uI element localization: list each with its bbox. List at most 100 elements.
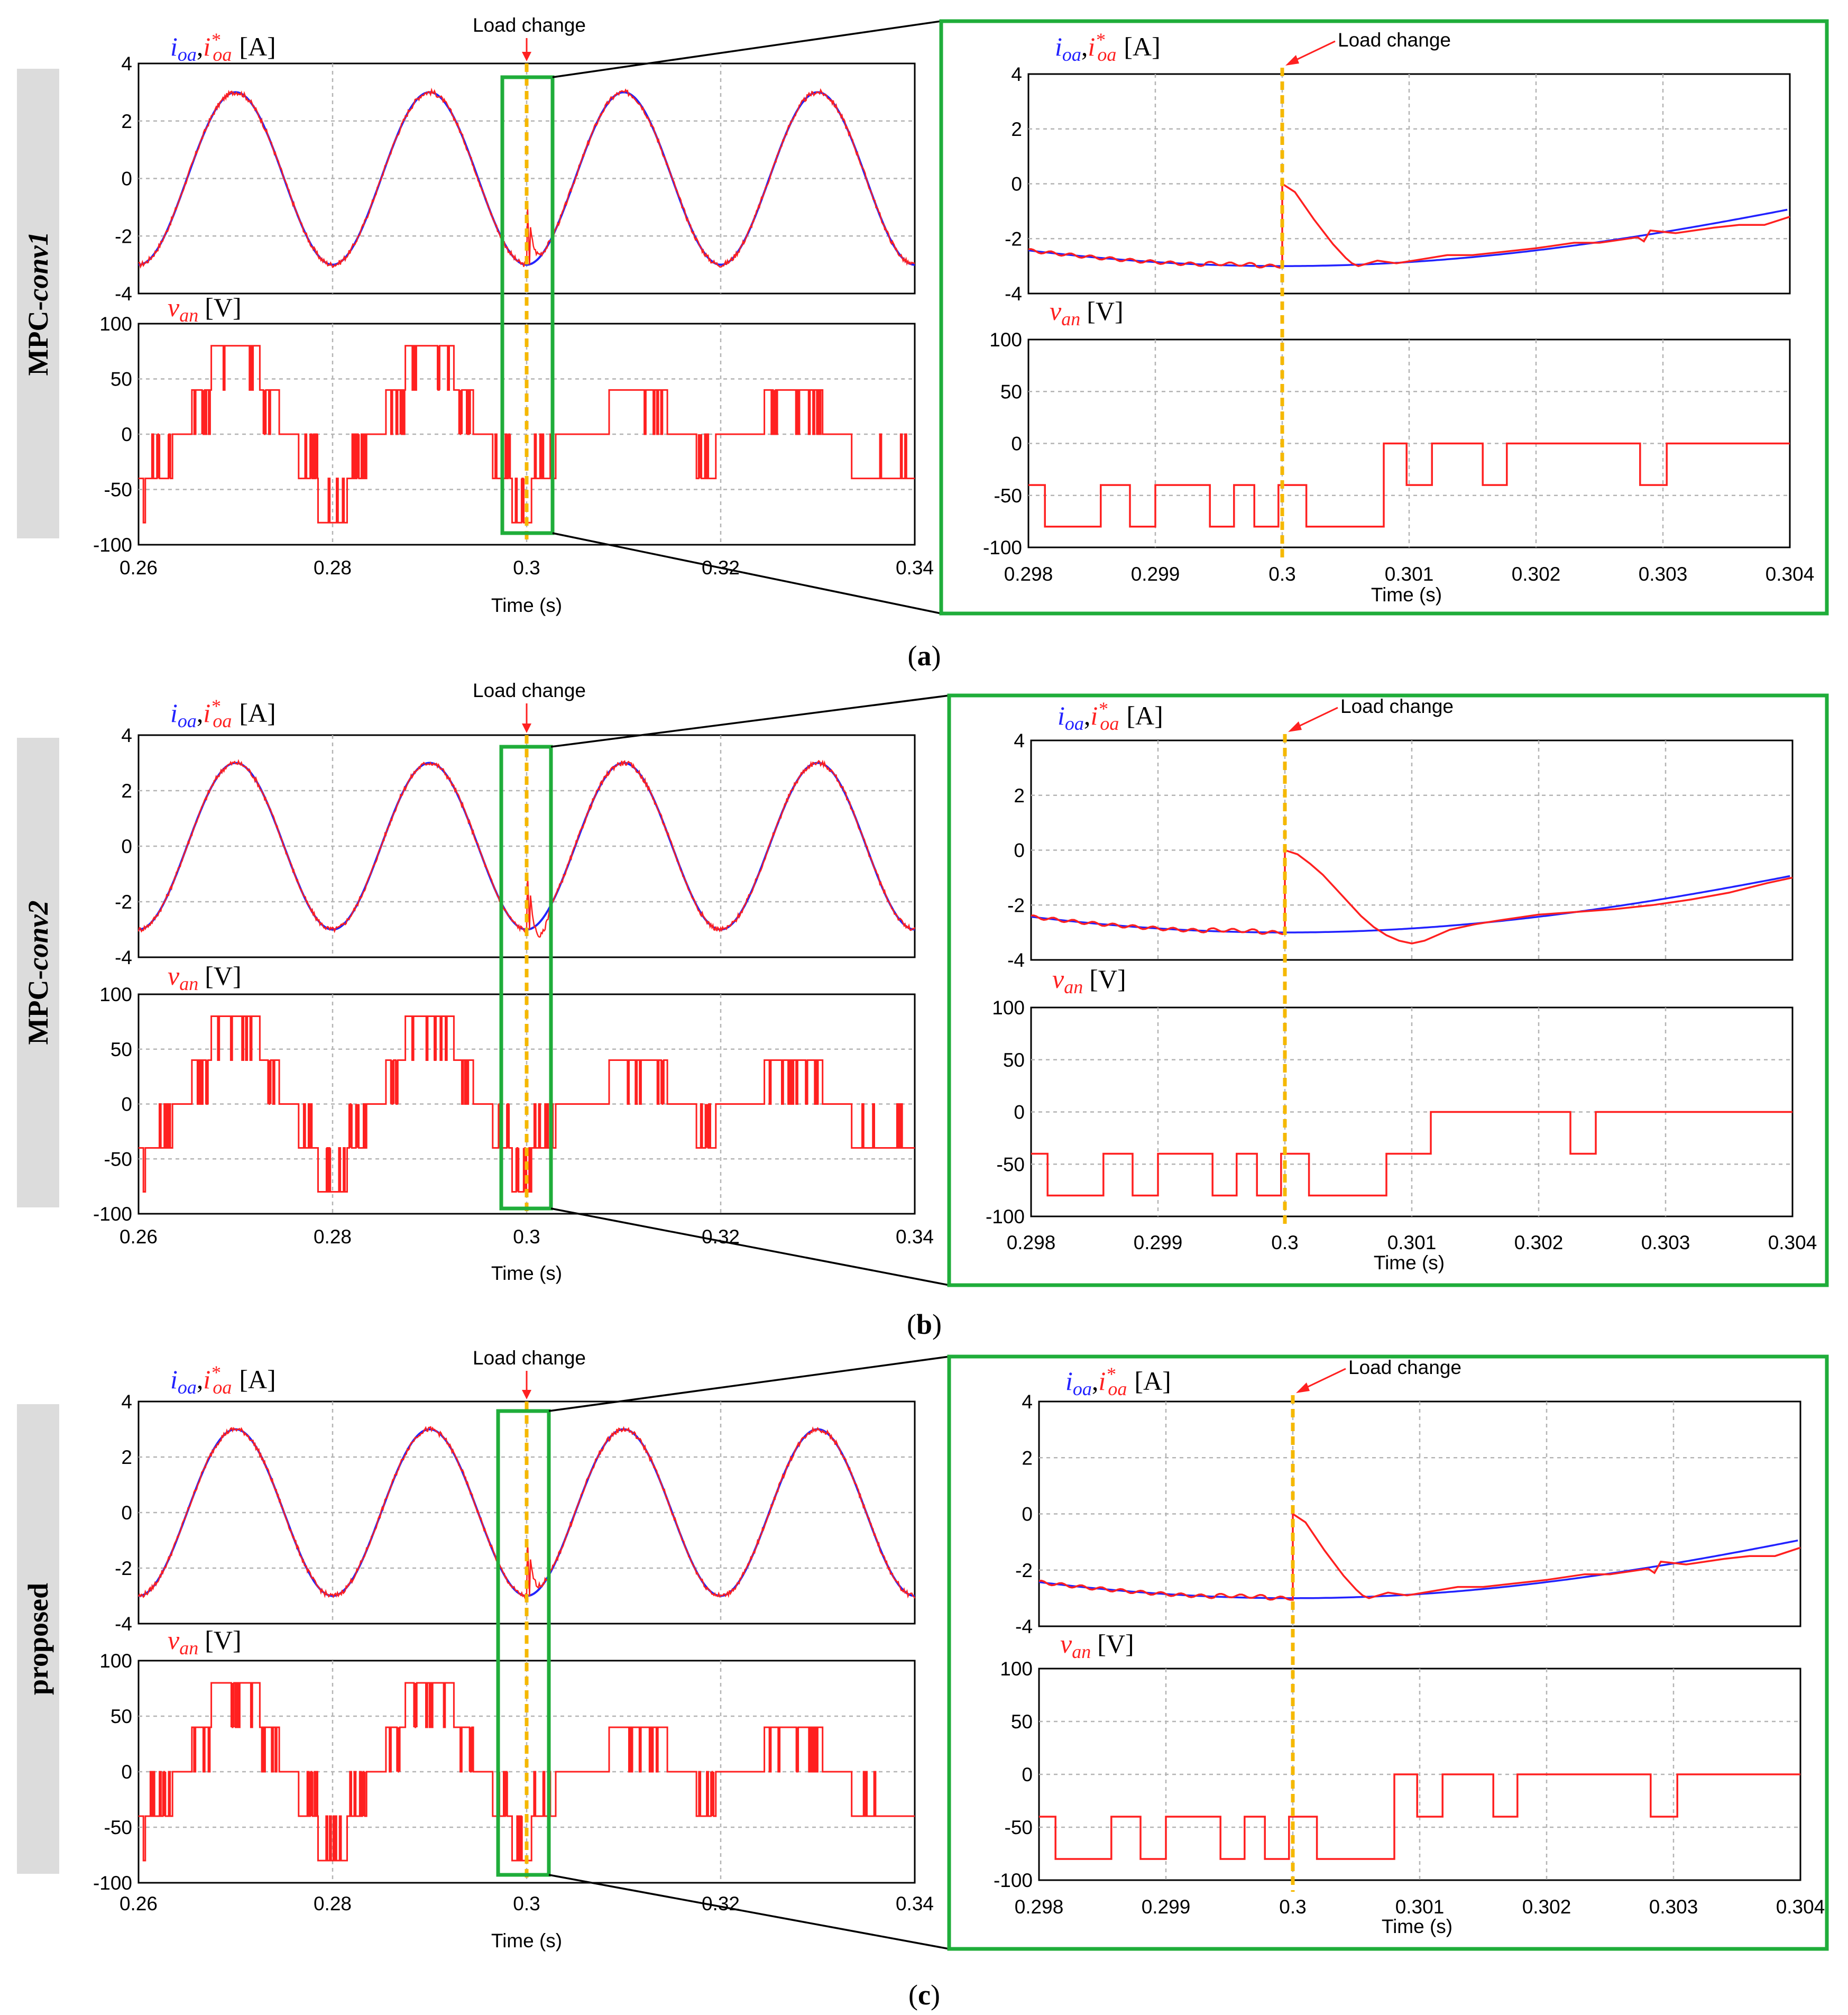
left-voltage-ytick: -100 [93, 1872, 132, 1894]
zoom-voltage-xtick: 0.301 [1387, 1232, 1437, 1253]
left-voltage-xtick: 0.26 [119, 557, 158, 579]
zoom-current-label: ioa,i* oa [A] [1058, 698, 1163, 734]
zoom-region-box [500, 75, 555, 535]
left-voltage-ytick: -50 [104, 1148, 132, 1170]
zoom-van-line [1031, 1111, 1792, 1197]
zoom-voltage-xtick: 0.302 [1514, 1232, 1564, 1253]
left-voltage-ytick: 50 [111, 1706, 132, 1727]
zoom-voltage-xtick: 0.298 [1015, 1896, 1064, 1918]
left-ioa-ref-line [137, 1426, 916, 1600]
zoom-current-ytick: 0 [1014, 840, 1025, 862]
zoom-connector [552, 20, 942, 78]
left-voltage-label: van [V] [168, 1625, 242, 1659]
left-van-line [139, 345, 915, 524]
row-label-bg [17, 69, 59, 538]
zoom-current-label: ioa,i* oa [A] [1055, 29, 1161, 65]
left-voltage-ytick: 0 [121, 424, 132, 445]
panel-caption: (b) [907, 1308, 942, 1340]
zoom-voltage-xtick: 0.3 [1268, 563, 1295, 585]
left-ioa-ref-line [137, 759, 916, 938]
left-current-ytick: 0 [121, 168, 132, 190]
zoom-voltage-ytick: -100 [983, 537, 1022, 558]
zoom-load-change-label: Load change [1338, 29, 1451, 51]
panel-a: MPC-conv1 4 2 0 -2 -4 ioa,i* oa [A] 100 50 0 -50 -100… [17, 14, 1829, 672]
zoom-current-ytick: 2 [1014, 785, 1025, 807]
zoom-current-ytick: 2 [1022, 1447, 1033, 1469]
zoom-voltage-xtick: 0.3 [1271, 1232, 1298, 1253]
zoom-ioa-ref-line [1038, 1512, 1801, 1601]
zoom-current-label: ioa,i* oa [A] [1065, 1363, 1171, 1399]
zoom-load-change-label: Load change [1340, 695, 1454, 717]
zoom-voltage-xtick: 0.301 [1385, 563, 1434, 585]
zoom-current-ytick: -4 [1015, 1616, 1033, 1637]
zoom-region-box [496, 1409, 551, 1877]
zoom-van-line [1028, 442, 1790, 528]
zoom-time-label: Time (s) [1382, 1916, 1452, 1937]
zoom-voltage-ytick: -50 [994, 485, 1022, 507]
left-current-ytick: -2 [115, 225, 132, 247]
zoom-current-ytick: 4 [1014, 730, 1025, 752]
zoom-voltage-ytick: 100 [989, 329, 1022, 351]
zoom-voltage-xtick: 0.303 [1649, 1896, 1698, 1918]
left-voltage-ytick: -50 [104, 1817, 132, 1838]
zoom-voltage-xtick: 0.299 [1142, 1896, 1191, 1918]
left-voltage-xtick: 0.28 [314, 1226, 352, 1248]
left-voltage-xtick: 0.26 [119, 1226, 158, 1248]
left-voltage-xtick: 0.3 [513, 1226, 540, 1248]
left-load-change-arrowhead [522, 1390, 531, 1399]
left-voltage-xtick: 0.3 [513, 557, 540, 579]
left-current-label: ioa,i* oa [A] [170, 29, 276, 65]
left-current-ytick: 0 [121, 836, 132, 857]
zoom-time-label: Time (s) [1371, 584, 1442, 606]
left-voltage-xtick: 0.34 [896, 1893, 934, 1915]
left-load-change-arrowhead [522, 52, 531, 61]
left-voltage-ytick: -100 [93, 534, 132, 556]
zoom-connector [550, 694, 950, 748]
left-current-ytick: -4 [115, 283, 132, 305]
zoom-voltage-ytick: 0 [1011, 433, 1022, 455]
left-load-change-arrowhead [522, 723, 531, 733]
zoom-current-ytick: 2 [1011, 118, 1022, 140]
left-voltage-ytick: 100 [99, 1650, 132, 1672]
row-label: MPC-conv2 [22, 901, 54, 1045]
left-voltage-xtick: 0.34 [896, 1226, 934, 1248]
zoom-voltage-label: van [V] [1052, 964, 1126, 997]
left-current-ytick: -4 [115, 1613, 132, 1635]
row-label: proposed [22, 1583, 54, 1695]
zoom-current-ytick: -2 [1007, 894, 1025, 916]
zoom-region-box [499, 745, 553, 1211]
left-voltage-xtick: 0.34 [896, 557, 934, 579]
left-voltage-xtick: 0.26 [119, 1893, 158, 1915]
left-current-ytick: 4 [121, 1391, 132, 1413]
zoom-connector [548, 1874, 950, 1950]
left-voltage-ytick: -100 [93, 1203, 132, 1225]
zoom-voltage-label: van [V] [1060, 1629, 1134, 1662]
left-current-ytick: 2 [121, 1446, 132, 1468]
zoom-load-change-arrowhead [1288, 721, 1302, 732]
left-voltage-label: van [V] [168, 292, 242, 326]
zoom-current-ytick: 0 [1022, 1504, 1033, 1525]
zoom-current-ytick: -4 [1005, 283, 1022, 305]
zoom-load-change-arrowhead [1285, 55, 1299, 66]
left-current-ytick: 4 [121, 725, 132, 746]
zoom-voltage-ytick: 50 [1000, 381, 1022, 402]
zoom-ioa-ref-line [1031, 849, 1793, 945]
zoom-connector [548, 1355, 950, 1412]
zoom-voltage-xtick: 0.302 [1522, 1896, 1571, 1918]
zoom-ioa-ref-line [1028, 182, 1790, 269]
zoom-voltage-ytick: -50 [997, 1153, 1025, 1175]
panel-caption: (c) [908, 1979, 940, 2011]
zoom-voltage-ytick: 50 [1011, 1711, 1033, 1733]
left-voltage-ytick: 0 [121, 1094, 132, 1115]
zoom-connector [552, 532, 942, 615]
left-van-line [139, 1015, 915, 1193]
left-voltage-ytick: 100 [99, 313, 132, 335]
zoom-voltage-xtick: 0.304 [1776, 1896, 1825, 1918]
zoom-van-line [1039, 1773, 1800, 1860]
left-voltage-ytick: 100 [99, 984, 132, 1005]
left-load-change-label: Load change [473, 14, 586, 36]
left-voltage-ytick: 50 [111, 1039, 132, 1060]
zoom-current-ytick: -4 [1007, 949, 1025, 971]
